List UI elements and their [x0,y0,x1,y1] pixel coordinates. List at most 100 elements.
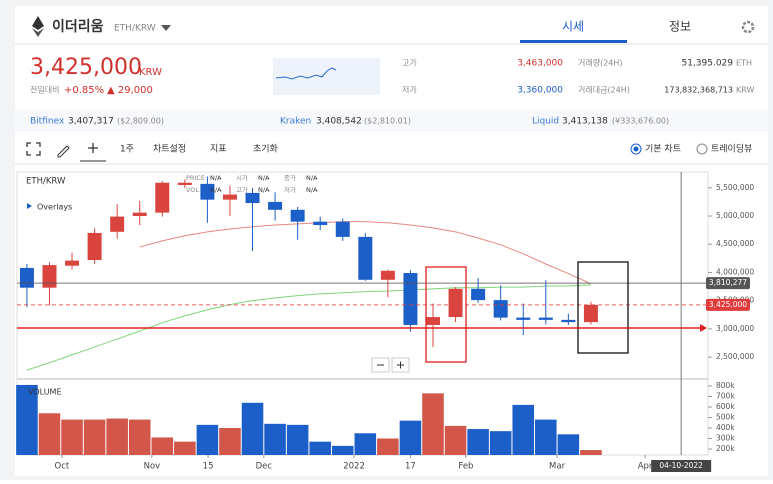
candle-body [268,201,283,210]
volume-bar [83,419,106,455]
tab[interactable]: 시세 [562,20,584,34]
x-tick-label: 2022 [343,462,365,472]
candle-body [200,183,215,200]
volume-tick-label: 200k [716,444,735,453]
legend-text: N/A [258,186,270,194]
settings-icon[interactable] [741,20,755,34]
candle-body [177,182,192,185]
fullscreen-icon[interactable] [26,142,41,156]
highlight-box [425,266,467,363]
highlight-box [577,261,629,354]
candle-body [448,288,463,318]
moving-average [139,221,592,285]
legend-text: N/A [306,186,318,194]
candle-body [335,221,350,237]
x-tick-label: Mar [549,462,566,472]
y-tick-label: 4,500,000 [716,239,754,248]
stat-value: 51,395.029 [681,59,733,69]
legend-text: 종가 [284,173,296,182]
candle-body [583,304,598,323]
symbol: ETH/KRW [26,177,66,187]
x-tick-label: Nov [144,462,161,472]
volume-bar [264,423,286,455]
candle-body [561,319,576,323]
volume-bar [535,419,557,455]
stat-value: 3,360,000 [517,86,563,96]
stat-label: 거래대금(24H) [578,86,630,95]
volume-bar [557,434,580,455]
candle-body [426,317,440,325]
candle-body [65,260,80,266]
currency: KRW [139,67,162,78]
candle-body [222,194,237,200]
legend-text: N/A [210,174,222,182]
y-tick-label: 4,000,000 [716,267,754,276]
exchange-price: 3,408,542 [316,117,362,127]
toolbar-item[interactable]: 지표 [210,144,227,155]
pair: ETH/KRW [114,24,156,34]
candle-body [380,270,395,280]
tab[interactable]: 정보 [669,20,691,34]
stat-label: 저가 [402,86,417,95]
price-badge-label: 3,425,000 [709,300,747,309]
volume-bar [512,404,535,455]
volume-bar [331,445,354,455]
candle-body [516,317,531,320]
volume-label: VOLUME [28,388,62,397]
exchange-name: Bitfinex [30,117,65,127]
volume-bar [377,438,399,455]
candle-body [471,288,486,301]
volume-bar [106,418,128,455]
legend-text: 시가 [236,173,248,182]
x-tick-label: Apr [638,462,653,472]
tab-underline [520,40,627,43]
y-tick-label: 2,500,000 [716,352,754,361]
candle-body [155,182,170,213]
legend-text: 저가 [284,185,296,194]
candle-body [403,273,418,325]
dropdown[interactable] [161,25,171,31]
volume-tick-label: 600k [716,402,735,411]
radio[interactable] [696,143,708,155]
period[interactable]: 1주 [120,144,134,155]
volume-bar [151,437,174,455]
y-tick-label: 3,000,000 [716,324,754,333]
legend-text: N/A [306,174,318,182]
volume-bar [196,424,219,455]
exchange-row [15,110,768,132]
stat-label: 고가 [402,59,417,68]
draw-icon[interactable] [57,145,70,158]
candle-body [245,192,260,204]
volume-bar [174,441,196,455]
candle-body [538,317,553,320]
sparkline [275,67,337,80]
x-tick-label: Oct [55,462,70,472]
volume-bar [241,402,264,455]
sparkline-bg [273,58,380,95]
crosshair-icon[interactable] [88,143,98,153]
price-badge [706,298,750,311]
x-tick-label: 17 [405,462,416,472]
exchange-name: Liquid [532,117,559,127]
change-pct: +0.85% [64,85,104,96]
volume-bar [309,441,331,455]
volume-bar [580,450,602,455]
exchange-ref: (¥333,676.00) [612,117,669,126]
x-tick-label: Dec [256,462,273,472]
coin-name: 이더리움 [52,18,104,35]
volume-tick-label: 500k [716,413,735,422]
legend-text: VOL [186,186,199,194]
exchange-ref: ($2,810.01) [364,117,411,126]
toolbar-item[interactable]: 초기화 [253,144,278,155]
chart-type[interactable]: 기본 차트 [645,143,681,155]
volume-bar [354,433,377,455]
candle-body [19,267,34,288]
change-label: 전일대비 [30,85,59,95]
chart-type[interactable]: 트레이딩뷰 [711,144,752,155]
volume-bar [489,431,512,455]
toolbar-item[interactable]: 차트설정 [153,143,186,155]
radio-checked[interactable] [630,143,642,155]
volume-tick-label: 300k [716,434,735,443]
legend-text: N/A [258,174,270,182]
crosshair-badge [651,460,712,472]
